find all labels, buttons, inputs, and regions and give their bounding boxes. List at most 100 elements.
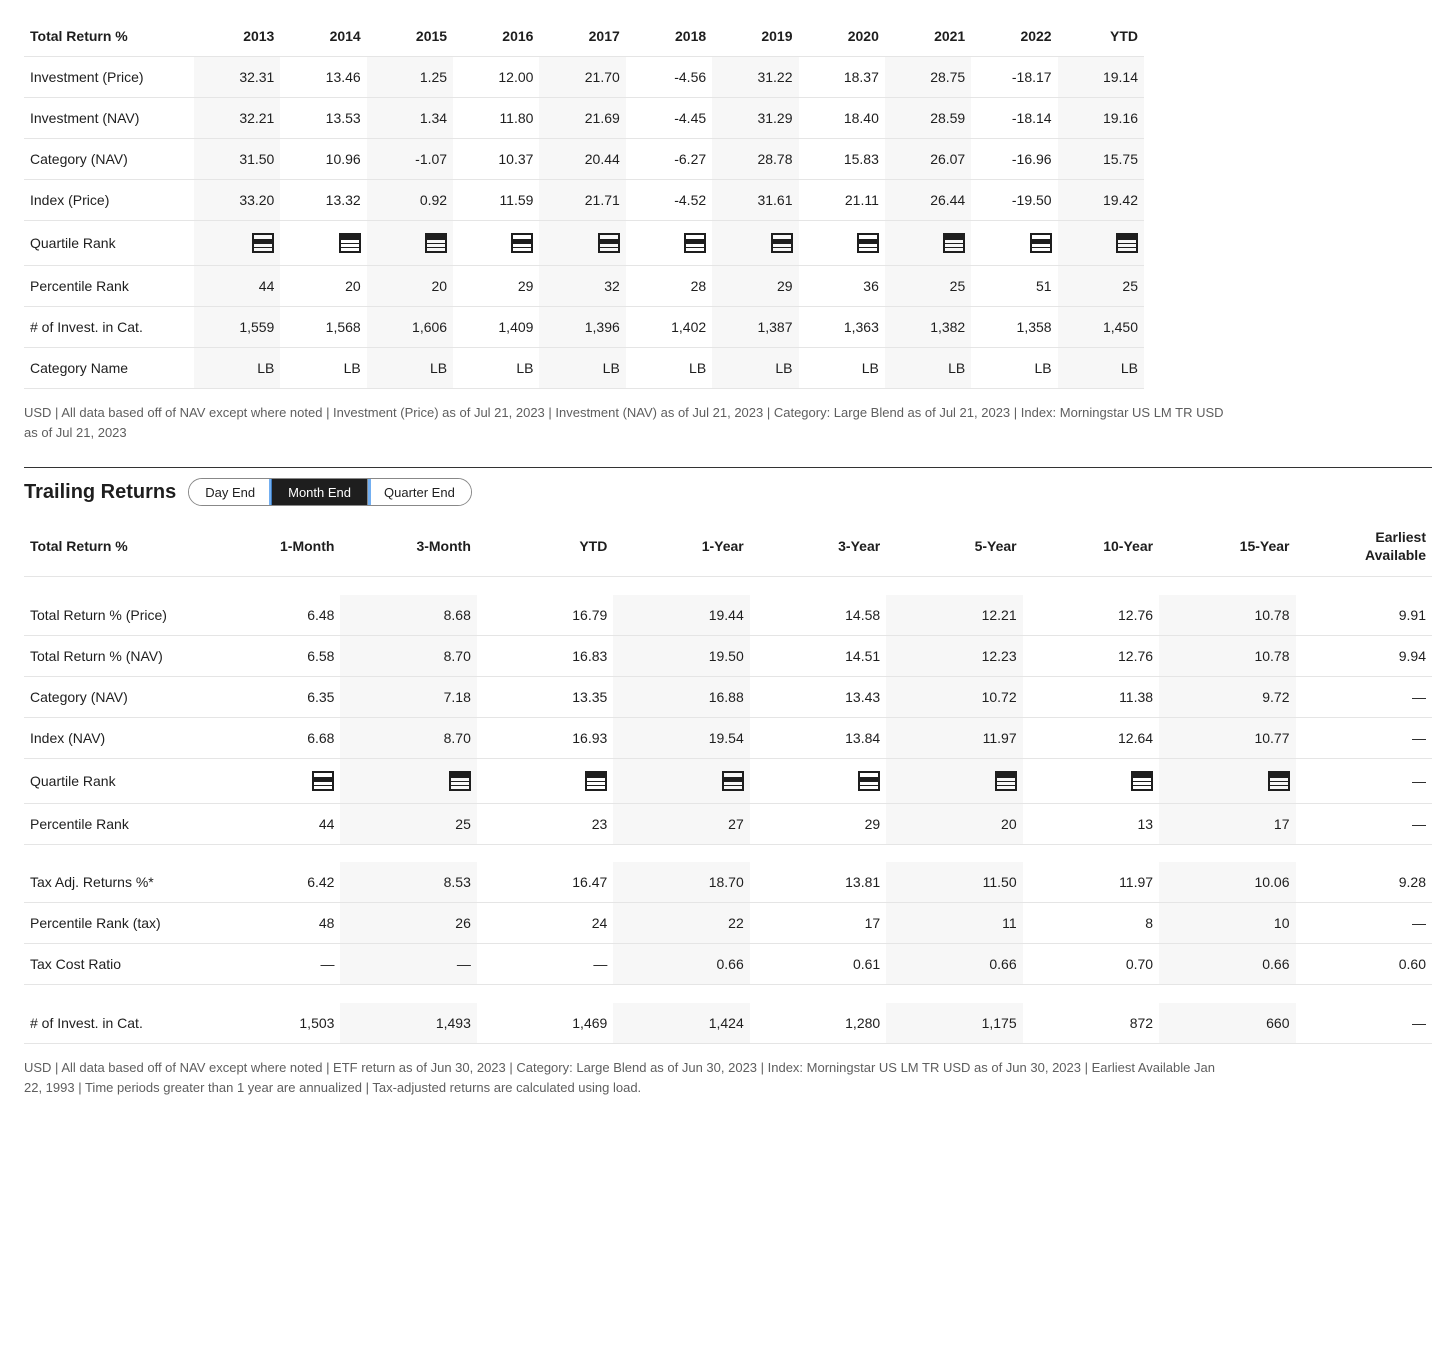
data-cell [885, 221, 971, 266]
row-label: Total Return % (NAV) [24, 635, 204, 676]
data-cell: 27 [613, 803, 749, 844]
data-cell: 20 [886, 803, 1022, 844]
data-cell: 17 [1159, 803, 1295, 844]
data-cell: 1,568 [280, 307, 366, 348]
col-header-year: 2020 [799, 16, 885, 57]
period-tab-quarter-end[interactable]: Quarter End [368, 479, 471, 505]
data-cell: 51 [971, 266, 1057, 307]
table-row: Index (NAV)6.688.7016.9319.5413.8411.971… [24, 717, 1432, 758]
data-cell: 31.61 [712, 180, 798, 221]
data-cell: — [1296, 758, 1433, 803]
data-cell: 13.32 [280, 180, 366, 221]
data-cell: -1.07 [367, 139, 453, 180]
row-label: Tax Adj. Returns %* [24, 862, 204, 903]
data-cell: 10.78 [1159, 635, 1295, 676]
data-cell: 24 [477, 903, 613, 944]
data-cell: 44 [204, 803, 340, 844]
col-header-year: YTD [1058, 16, 1144, 57]
data-cell: -19.50 [971, 180, 1057, 221]
data-cell [367, 221, 453, 266]
data-cell: 26 [340, 903, 476, 944]
col-header-label: Total Return % [24, 16, 194, 57]
col-header-period: 1-Month [204, 516, 340, 577]
data-cell [477, 758, 613, 803]
quartile-icon [511, 233, 533, 253]
data-cell: 9.94 [1296, 635, 1433, 676]
data-cell: -16.96 [971, 139, 1057, 180]
period-tab-month-end[interactable]: Month End [272, 479, 368, 505]
quartile-icon [1030, 233, 1052, 253]
quartile-icon [858, 771, 880, 791]
data-cell [750, 758, 886, 803]
data-cell: 11.97 [1023, 862, 1159, 903]
period-tab-group: Day EndMonth EndQuarter End [188, 478, 472, 506]
data-cell: 21.11 [799, 180, 885, 221]
data-cell: 26.44 [885, 180, 971, 221]
col-header-period: EarliestAvailable [1296, 516, 1433, 577]
col-header-year: 2022 [971, 16, 1057, 57]
data-cell [1159, 758, 1295, 803]
data-cell: — [1296, 1003, 1433, 1044]
spacer-row [24, 844, 1432, 862]
data-cell: 1,358 [971, 307, 1057, 348]
data-cell: -4.52 [626, 180, 712, 221]
data-cell: -4.56 [626, 57, 712, 98]
spacer-row [24, 577, 1432, 595]
data-cell [1058, 221, 1144, 266]
data-cell: 15.83 [799, 139, 885, 180]
data-cell: 14.58 [750, 595, 886, 636]
trailing-footnote: USD | All data based off of NAV except w… [24, 1058, 1224, 1098]
data-cell: 1.25 [367, 57, 453, 98]
quartile-icon [585, 771, 607, 791]
data-cell: 10.72 [886, 676, 1022, 717]
data-cell: 9.91 [1296, 595, 1433, 636]
quartile-icon [684, 233, 706, 253]
data-cell: 25 [1058, 266, 1144, 307]
data-cell: 10.06 [1159, 862, 1295, 903]
data-cell: -6.27 [626, 139, 712, 180]
annual-returns-table: Total Return %20132014201520162017201820… [24, 16, 1144, 389]
trailing-title: Trailing Returns [24, 481, 176, 504]
data-cell: LB [453, 348, 539, 389]
row-label: Investment (Price) [24, 57, 194, 98]
col-header-period: 15-Year [1159, 516, 1295, 577]
data-cell: 22 [613, 903, 749, 944]
table-row: Investment (NAV)32.2113.531.3411.8021.69… [24, 98, 1144, 139]
table-row: Tax Cost Ratio———0.660.610.660.700.660.6… [24, 944, 1432, 985]
col-header-year: 2013 [194, 16, 280, 57]
data-cell: 10.96 [280, 139, 366, 180]
data-cell: LB [367, 348, 453, 389]
data-cell: 48 [204, 903, 340, 944]
data-cell: 17 [750, 903, 886, 944]
data-cell: 1,363 [799, 307, 885, 348]
data-cell: 0.66 [886, 944, 1022, 985]
data-cell: 1,396 [539, 307, 625, 348]
row-label: Tax Cost Ratio [24, 944, 204, 985]
data-cell: 18.40 [799, 98, 885, 139]
data-cell: 1,387 [712, 307, 798, 348]
data-cell: 25 [340, 803, 476, 844]
data-cell: 19.16 [1058, 98, 1144, 139]
quartile-icon [425, 233, 447, 253]
quartile-icon [312, 771, 334, 791]
data-cell: 28.78 [712, 139, 798, 180]
data-cell: 10 [1159, 903, 1295, 944]
data-cell: 1,469 [477, 1003, 613, 1044]
data-cell: 6.58 [204, 635, 340, 676]
data-cell: 1,503 [204, 1003, 340, 1044]
data-cell: — [1296, 717, 1433, 758]
data-cell: 31.22 [712, 57, 798, 98]
period-tab-day-end[interactable]: Day End [189, 479, 272, 505]
data-cell: 14.51 [750, 635, 886, 676]
data-cell: 19.44 [613, 595, 749, 636]
data-cell: 21.69 [539, 98, 625, 139]
table-row: Percentile Rank (tax)482624221711810— [24, 903, 1432, 944]
data-cell [799, 221, 885, 266]
quartile-icon [995, 771, 1017, 791]
quartile-icon [598, 233, 620, 253]
spacer-row [24, 985, 1432, 1003]
data-cell: 12.23 [886, 635, 1022, 676]
data-cell: 11.97 [886, 717, 1022, 758]
col-header-year: 2015 [367, 16, 453, 57]
data-cell: 11.59 [453, 180, 539, 221]
